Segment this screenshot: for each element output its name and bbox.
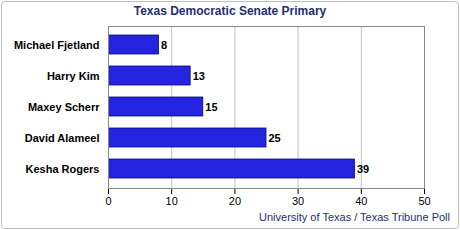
html-text:University of Texas / Texas Tr: University of Texas / Texas Tribune Poll [259,211,450,223]
svg-text:Maxey Scherr: Maxey Scherr [28,101,100,113]
svg-text:8: 8 [161,39,167,51]
svg-text:Michael Fjetland: Michael Fjetland [14,39,100,51]
svg-text:15: 15 [205,101,217,113]
svg-text:40: 40 [355,195,367,207]
svg-text:0: 0 [105,195,111,207]
svg-text:10: 10 [166,195,178,207]
svg-text:39: 39 [357,163,369,175]
svg-text:Harry Kim: Harry Kim [47,70,100,82]
html-text:Texas Democratic Senate Primar: Texas Democratic Senate Primary [133,4,327,18]
svg-text:25: 25 [269,132,281,144]
svg-text:13: 13 [193,70,205,82]
svg-text:20: 20 [229,195,241,207]
svg-text:50: 50 [418,195,430,207]
svg-text:Kesha Rogers: Kesha Rogers [26,163,100,175]
svg-text:30: 30 [292,195,304,207]
svg-text:David Alameel: David Alameel [25,132,100,144]
